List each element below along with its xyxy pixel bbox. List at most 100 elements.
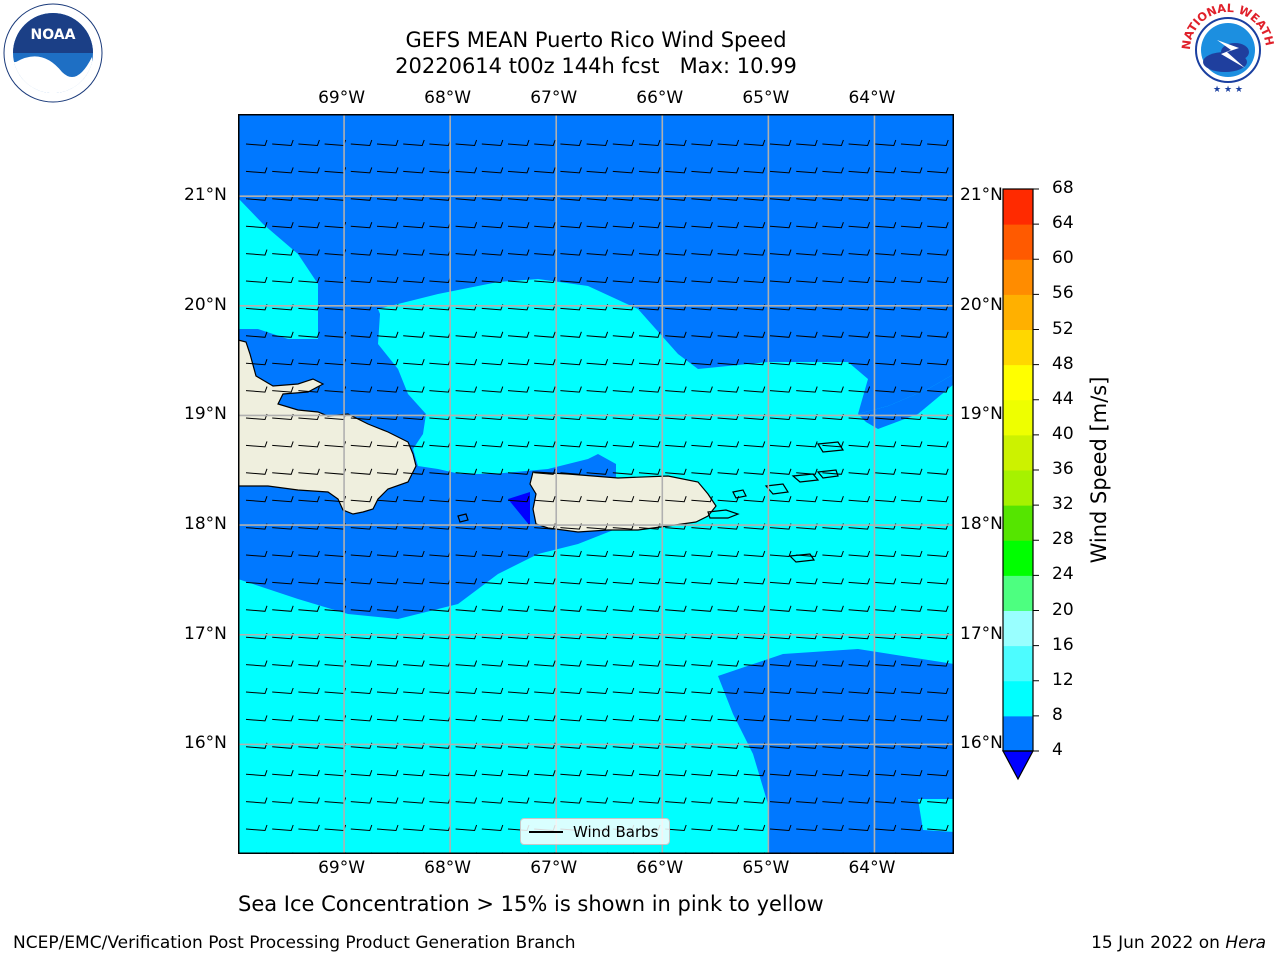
wind-barb — [534, 496, 556, 503]
wind-barb — [874, 797, 897, 804]
colorbar-tick-label: 24 — [1052, 564, 1074, 585]
wind-barb — [848, 276, 871, 284]
wind-barb — [848, 660, 871, 667]
lon-tick-label: 66°W — [636, 88, 684, 108]
wind-barb — [586, 276, 609, 284]
wind-barb — [481, 468, 504, 475]
wind-barb — [900, 687, 923, 695]
wind-barb — [900, 660, 923, 667]
wind-barb — [350, 167, 373, 174]
wind-barb — [481, 222, 504, 229]
colorbar-tick-label: 52 — [1052, 318, 1074, 339]
wind-barb — [245, 687, 268, 695]
wind-barb — [900, 386, 923, 393]
wind-barb — [272, 770, 294, 777]
wind-barb — [560, 605, 582, 612]
wind-barb — [403, 687, 425, 695]
wind-barb — [586, 496, 609, 503]
wind-barb — [376, 770, 399, 777]
wind-barb — [245, 496, 268, 503]
wind-barb — [534, 359, 556, 366]
colorbar-tick-label: 20 — [1052, 599, 1074, 620]
wind-barb — [586, 359, 609, 366]
gridlines — [238, 114, 954, 854]
wind-barb — [586, 331, 609, 338]
wind-barb — [298, 797, 320, 804]
wind-barb — [769, 605, 792, 612]
colorbar-segment — [1003, 364, 1033, 401]
wind-barb — [769, 331, 792, 338]
wind-barb — [796, 578, 818, 585]
wind-barb — [534, 386, 556, 393]
wind-barb — [638, 605, 661, 612]
wind-barb — [638, 797, 661, 804]
wind-barb — [665, 359, 687, 366]
wind-barb — [743, 824, 766, 832]
wind-barb — [874, 660, 897, 667]
wind-barb — [272, 578, 294, 585]
wind-barb — [455, 359, 478, 366]
wind-barb — [455, 222, 478, 229]
wind-barb — [350, 660, 373, 667]
wind-barb — [612, 660, 635, 667]
lon-tick-label: 67°W — [530, 88, 578, 108]
wind-barb — [743, 167, 766, 174]
wind-barb — [403, 441, 425, 448]
wind-barb — [560, 386, 582, 393]
lat-tick-label: 18°N — [960, 514, 1003, 535]
colorbar-tick-label: 16 — [1052, 634, 1074, 655]
wind-barb — [481, 386, 504, 393]
colorbar-segment — [1003, 540, 1033, 576]
wind-barb — [927, 687, 949, 695]
wind-barb — [796, 468, 818, 475]
wind-barb — [586, 660, 609, 667]
wind-barb — [534, 441, 556, 448]
wind-barb — [743, 687, 766, 695]
wind-barb — [376, 139, 399, 147]
wind-barb — [848, 605, 871, 612]
wind-barb — [874, 550, 897, 558]
wind-barb — [874, 605, 897, 612]
wind-barb — [874, 687, 897, 695]
wind-barb — [481, 167, 504, 174]
wind-barb — [455, 660, 478, 667]
wind-barb — [298, 660, 320, 667]
wind-barb — [298, 496, 320, 503]
wind-barb — [769, 715, 792, 722]
wind-barb — [796, 824, 818, 832]
colorbar-segment — [1003, 715, 1033, 752]
wind-barb — [638, 167, 661, 174]
wind-barb — [403, 824, 425, 832]
wind-barb — [769, 386, 792, 393]
wind-barb — [874, 222, 897, 229]
wind-barb — [507, 468, 530, 475]
wind-barb — [376, 359, 399, 366]
legend-label: Wind Barbs — [573, 823, 659, 841]
wind-barb — [507, 687, 530, 695]
wind-barb — [403, 167, 425, 174]
wind-barb — [900, 797, 923, 804]
wind-barb — [717, 441, 740, 448]
colorbar — [1001, 188, 1039, 781]
wind-barb — [927, 550, 949, 558]
wind-barb — [796, 770, 818, 777]
wind-barb — [245, 331, 268, 338]
wind-barb — [534, 797, 556, 804]
wind-barb — [743, 578, 766, 585]
lon-tick-label: 64°W — [848, 88, 896, 108]
wind-barb — [665, 797, 687, 804]
wind-barb — [638, 578, 661, 585]
wind-barb — [376, 496, 399, 503]
wind-barb — [743, 386, 766, 393]
wind-barb — [272, 468, 294, 475]
wind-barb — [560, 687, 582, 695]
colorbar-tick-label: 28 — [1052, 529, 1074, 550]
wind-barb — [769, 359, 792, 366]
wind-barb — [298, 687, 320, 695]
wind-barb — [455, 468, 478, 475]
colorbar-tick-label: 8 — [1052, 704, 1063, 725]
wind-barb — [822, 605, 844, 612]
wind-barb — [560, 578, 582, 585]
wind-barb — [717, 550, 740, 558]
wind-barb — [848, 715, 871, 722]
